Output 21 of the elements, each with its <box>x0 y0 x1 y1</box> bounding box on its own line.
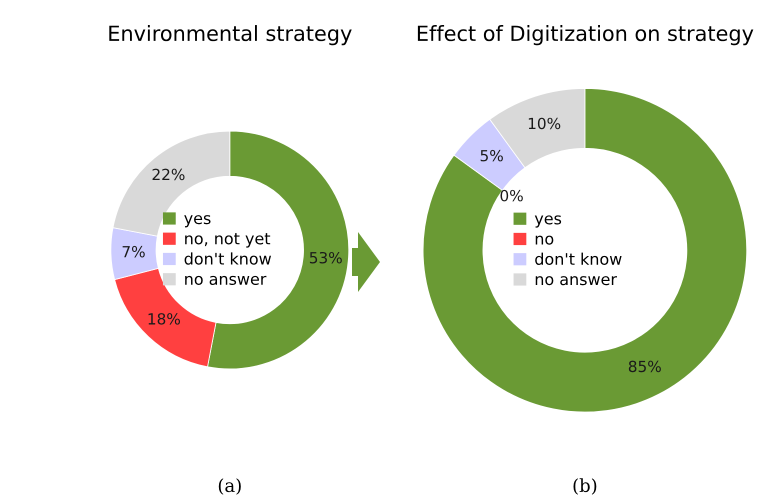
data-label: 7% <box>122 246 145 258</box>
data-label: 85% <box>628 360 661 372</box>
legend-label: no, not yet <box>185 233 270 248</box>
legend-label: no <box>536 236 554 245</box>
text: 0% <box>500 190 523 202</box>
donut-slice <box>422 88 748 412</box>
text: (a) <box>218 478 241 495</box>
data-label: 10% <box>528 118 560 130</box>
legend-label: don't know <box>184 252 272 265</box>
text: (b) <box>574 478 596 495</box>
chart-title: Environmental strategy <box>109 25 352 46</box>
data-label: 22% <box>152 168 185 180</box>
data-label: 53% <box>310 252 342 264</box>
legend-label: yes <box>184 215 211 228</box>
chart-title: Effect of Digitization on strategy <box>418 25 754 46</box>
legend-label: yes <box>534 215 562 228</box>
legend-label: don't know <box>535 252 622 266</box>
legend-label: no answer <box>185 276 266 286</box>
legend-label: no answer <box>536 276 617 286</box>
data-label: 5% <box>480 150 503 162</box>
data-label: 18% <box>148 313 180 325</box>
